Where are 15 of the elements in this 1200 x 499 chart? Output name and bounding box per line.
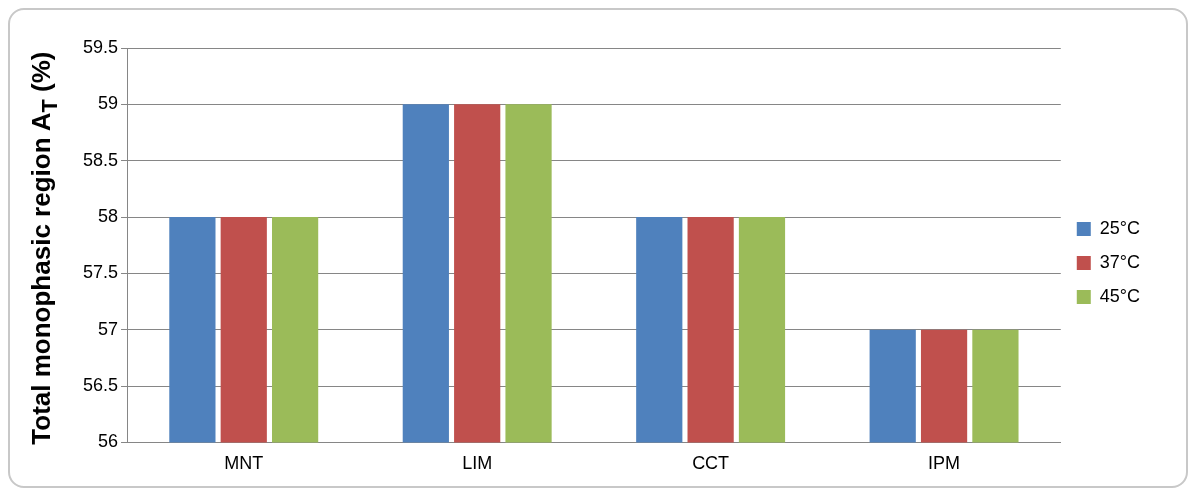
x-tick-label: IPM bbox=[928, 453, 961, 474]
y-tick-label: 58 bbox=[98, 206, 119, 226]
legend-label: 37°C bbox=[1099, 251, 1140, 272]
y-tick-label: 56 bbox=[98, 431, 119, 452]
y-tick-label: 59 bbox=[98, 93, 119, 114]
y-tick-label: 56.5 bbox=[82, 375, 119, 396]
legend-label: 45°C bbox=[1099, 285, 1140, 306]
x-tick-label: CCT bbox=[692, 453, 730, 474]
x-tick-label: MNT bbox=[224, 453, 264, 474]
y-tick-label: 57.5 bbox=[82, 262, 119, 283]
y-tick-label: 58.5 bbox=[82, 149, 119, 170]
legend-label: 25°C bbox=[1099, 217, 1140, 238]
y-tick-label: 57 bbox=[98, 318, 119, 339]
y-tick-label: 59.5 bbox=[82, 36, 119, 57]
x-tick-label: LIM bbox=[462, 453, 493, 474]
